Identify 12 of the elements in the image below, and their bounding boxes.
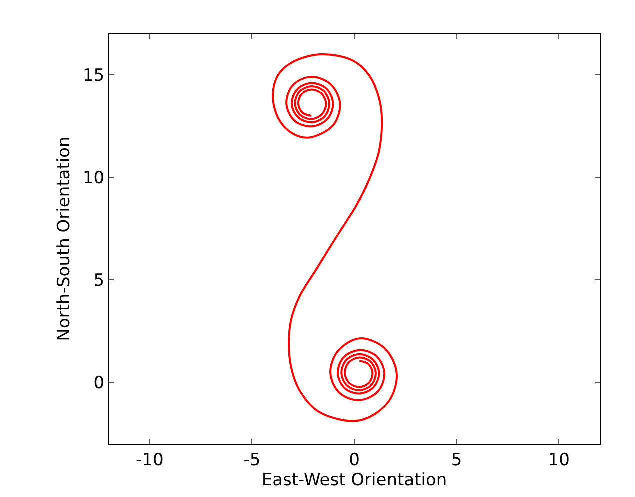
y-tick-label: 15 xyxy=(82,66,105,86)
y-axis-title: North-South Orientation xyxy=(54,136,75,342)
y-tick-label: 0 xyxy=(94,373,105,394)
x-tick-label: 0 xyxy=(349,450,360,470)
x-tick-label: 10 xyxy=(548,450,570,470)
x-tick-label: -10 xyxy=(136,450,164,470)
x-tick-label: -5 xyxy=(244,450,261,470)
x-axis-title: East-West Orientation xyxy=(262,470,448,490)
x-tick-label: 5 xyxy=(451,450,462,470)
y-tick-label: 5 xyxy=(94,270,105,291)
line-series xyxy=(272,53,398,422)
y-tick-label: 10 xyxy=(82,168,105,188)
